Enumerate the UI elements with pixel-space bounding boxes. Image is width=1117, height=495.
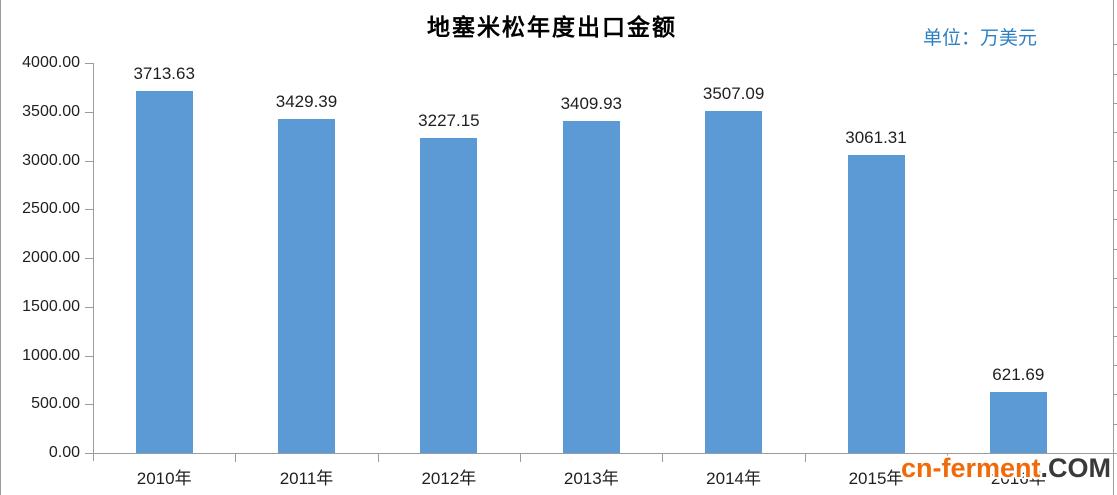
chart-title: 地塞米松年度出口金额 bbox=[427, 14, 677, 40]
y-axis-tick bbox=[85, 404, 93, 406]
x-axis-tick bbox=[804, 454, 806, 462]
bar-value-label: 3409.93 bbox=[560, 93, 623, 113]
bar-2012年 bbox=[420, 138, 478, 453]
chart-left-border bbox=[0, 0, 1, 495]
bar-value-label: 3061.31 bbox=[845, 127, 907, 147]
bar-2010年 bbox=[135, 90, 193, 453]
secondary-axis-tick bbox=[1113, 394, 1117, 396]
y-axis-line bbox=[93, 63, 94, 461]
y-axis-tick bbox=[85, 160, 93, 162]
secondary-axis-tick bbox=[1113, 452, 1117, 454]
secondary-axis-tick bbox=[1113, 161, 1117, 162]
y-axis-tick bbox=[85, 258, 93, 259]
secondary-axis-tick bbox=[1113, 190, 1117, 192]
y-axis-tick bbox=[85, 453, 93, 454]
y-axis-tick bbox=[85, 306, 93, 308]
x-axis-label: 2014年 bbox=[706, 469, 761, 488]
watermark-site-text: cn-ferment bbox=[901, 453, 1041, 483]
bar-value-label: 3227.15 bbox=[418, 111, 480, 131]
chart-right-border bbox=[1113, 0, 1114, 495]
unit-label: 单位：万美元 bbox=[922, 28, 1037, 49]
bar-value-label: 3507.09 bbox=[702, 84, 765, 104]
y-axis-label: 4000.00 bbox=[22, 54, 80, 71]
secondary-axis-tick bbox=[1113, 44, 1117, 46]
bar-2013年 bbox=[562, 120, 620, 453]
x-axis-label: 2016年 bbox=[990, 469, 1046, 488]
secondary-axis-tick bbox=[1113, 102, 1117, 104]
y-axis-tick bbox=[85, 355, 93, 357]
y-axis-tick bbox=[85, 111, 93, 113]
bar-2015年 bbox=[847, 154, 905, 453]
watermark: cn-ferment.COM bbox=[901, 453, 1111, 484]
x-axis-tick bbox=[520, 454, 522, 462]
secondary-axis-tick bbox=[1113, 423, 1117, 425]
y-axis-label: 500.00 bbox=[31, 395, 80, 413]
watermark-tld-text: .COM bbox=[1040, 453, 1112, 483]
secondary-axis-tick bbox=[1113, 306, 1117, 308]
secondary-axis-tick bbox=[1113, 277, 1117, 279]
x-axis-tick bbox=[235, 454, 237, 462]
y-axis-label: 1000.00 bbox=[22, 346, 80, 364]
secondary-axis-tick bbox=[1113, 248, 1117, 250]
y-axis-label: 3000.00 bbox=[22, 151, 80, 169]
bar-2011年 bbox=[278, 118, 335, 453]
y-axis-label: 3500.00 bbox=[22, 102, 80, 120]
x-axis-tick bbox=[662, 454, 664, 462]
y-axis-tick bbox=[85, 63, 93, 64]
x-axis-label: 2011年 bbox=[279, 469, 334, 488]
secondary-axis-tick bbox=[1113, 365, 1117, 367]
secondary-axis-tick bbox=[1113, 73, 1117, 75]
bar-2016年 bbox=[989, 392, 1047, 453]
x-axis-line bbox=[85, 453, 1114, 454]
bar-value-label: 621.69 bbox=[992, 365, 1045, 385]
secondary-axis-tick bbox=[1113, 219, 1117, 221]
x-axis-label: 2013年 bbox=[563, 469, 619, 488]
x-axis-label: 2015年 bbox=[848, 469, 904, 488]
y-axis-tick bbox=[85, 209, 93, 211]
x-axis-label: 2012年 bbox=[421, 469, 477, 488]
bar-value-label: 3429.39 bbox=[275, 91, 338, 111]
y-axis-label: 2500.00 bbox=[22, 200, 80, 218]
secondary-axis-tick bbox=[1113, 131, 1117, 133]
secondary-axis-tick bbox=[1113, 336, 1117, 337]
y-axis-label: 1500.00 bbox=[22, 297, 80, 315]
bar-2014年 bbox=[705, 111, 763, 453]
y-axis-label: 0.00 bbox=[48, 444, 80, 461]
x-axis-label: 2010年 bbox=[136, 469, 192, 488]
x-axis-tick bbox=[947, 454, 949, 462]
bar-value-label: 3713.63 bbox=[133, 63, 195, 83]
y-axis-label: 2000.00 bbox=[22, 249, 80, 266]
x-axis-tick bbox=[377, 454, 379, 462]
